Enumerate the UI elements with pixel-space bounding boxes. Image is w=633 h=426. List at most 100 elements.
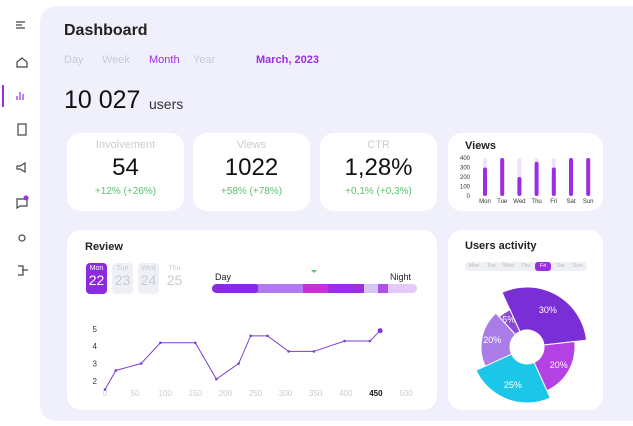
x-tick-label: 450	[369, 389, 383, 398]
x-tick-label: Wed	[513, 199, 525, 205]
stat-card: Involvement 54 +12% (+26%)	[67, 133, 184, 211]
day-label: Day	[215, 272, 232, 282]
page-title: Dashboard	[64, 22, 148, 39]
day-chip[interactable]: Sun	[572, 263, 583, 269]
point	[139, 362, 143, 365]
day-date: 24	[140, 272, 157, 288]
activity-chart: 30%20%25%20%5%	[475, 286, 588, 404]
activity-title: Users activity	[465, 240, 537, 252]
users-count: 10 027	[64, 86, 141, 114]
day-strip	[465, 262, 587, 271]
day-chip[interactable]: Sat	[556, 263, 565, 269]
stat-value: 1022	[224, 154, 279, 181]
stat-card: Views 1022 +58% (+78%)	[193, 133, 310, 211]
day-tile[interactable]: Thu 25	[164, 263, 185, 294]
day-chip[interactable]: Mon	[468, 263, 480, 269]
review-line	[104, 330, 381, 390]
bar	[551, 167, 556, 196]
x-tick-label: 150	[189, 389, 203, 398]
stat-change: +0,1% (+0,3%)	[345, 186, 412, 197]
segment-label: 25%	[504, 380, 522, 390]
point	[377, 328, 383, 334]
tab[interactable]: Year	[193, 54, 216, 66]
tab[interactable]: Day	[64, 54, 84, 66]
views-chart: 0 100 200 300 400 Mon Tue Wed Thu Fri Sat Sun	[460, 156, 594, 205]
day-chip[interactable]: Wed	[502, 263, 515, 269]
y-tick-label: 5	[93, 325, 98, 334]
segment-label: 20%	[483, 335, 501, 345]
y-tick-label: 100	[460, 185, 471, 191]
stat-label: Involvement	[95, 139, 156, 151]
y-tick-label: 300	[460, 166, 471, 172]
point	[194, 341, 197, 345]
segment-label: 20%	[550, 360, 568, 370]
x-tick-label: Thu	[531, 199, 541, 205]
point	[103, 388, 107, 391]
tab[interactable]: Month	[149, 54, 180, 66]
day-tile[interactable]: Mon 22	[86, 263, 107, 294]
x-tick-label: 250	[249, 389, 263, 398]
day-night-bar	[212, 270, 417, 293]
day-name: Thu	[168, 265, 181, 272]
point	[343, 339, 346, 343]
x-tick-label: 400	[339, 389, 353, 398]
x-tick-label: 300	[279, 389, 293, 398]
point	[159, 341, 162, 345]
x-tick-label: 100	[159, 389, 173, 398]
day-chip[interactable]: Thu	[521, 263, 531, 269]
point	[287, 350, 290, 353]
date[interactable]: March, 2023	[256, 54, 319, 66]
stat-label: CTR	[367, 139, 390, 151]
point	[215, 377, 218, 381]
day-chip[interactable]: Tue	[486, 263, 496, 269]
y-tick-label: 200	[460, 175, 471, 181]
y-tick-label: 400	[460, 156, 471, 162]
segment-label: 30%	[539, 305, 557, 315]
bar	[483, 167, 487, 196]
point	[114, 369, 118, 372]
segment-label: 5%	[502, 315, 515, 325]
day-tile[interactable]: Wed 24	[138, 263, 159, 294]
bar	[500, 158, 505, 196]
x-tick-label: Mon	[479, 199, 491, 205]
x-tick-label: 0	[103, 389, 108, 398]
stat-change: +12% (+26%)	[94, 186, 157, 197]
night-label: Night	[390, 272, 412, 282]
bar	[569, 158, 573, 196]
day-tile[interactable]: Tue 23	[112, 263, 133, 294]
activity-card: Users activity Mon Tue Wed Thu Fri Sat Sun 30%…	[448, 230, 603, 410]
x-tick-label: 200	[219, 389, 233, 398]
sidebar-icons	[2, 21, 29, 276]
stat-value: 1,28%	[344, 154, 413, 181]
sidebar	[0, 0, 40, 421]
day-date: 23	[114, 272, 131, 288]
stat-label: Views	[236, 139, 267, 151]
x-tick-label: Sat	[566, 199, 575, 205]
day-chip[interactable]: Fri	[535, 262, 552, 271]
point	[368, 339, 372, 343]
bar	[586, 158, 591, 196]
tab[interactable]: Week	[102, 54, 130, 66]
bar	[534, 161, 539, 196]
day-date: 25	[166, 272, 183, 288]
point	[249, 334, 252, 338]
y-tick-label: 2	[93, 377, 98, 386]
point	[237, 362, 240, 365]
x-tick-label: 500	[399, 389, 413, 398]
users-unit: users	[149, 96, 184, 112]
point	[266, 334, 269, 338]
day-date: 22	[88, 272, 105, 288]
x-tick-label: Sun	[583, 199, 594, 205]
x-tick-label: Tue	[497, 199, 508, 205]
stat-change: +58% (+78%)	[220, 186, 283, 197]
bar	[517, 177, 522, 196]
stat-card: CTR 1,28% +0,1% (+0,3%)	[320, 133, 437, 211]
review-title: Review	[85, 241, 123, 253]
x-tick-label: 350	[309, 389, 323, 398]
stat-value: 54	[112, 154, 139, 181]
y-tick-label: 0	[467, 194, 471, 200]
x-tick-label: Fri	[550, 199, 557, 205]
